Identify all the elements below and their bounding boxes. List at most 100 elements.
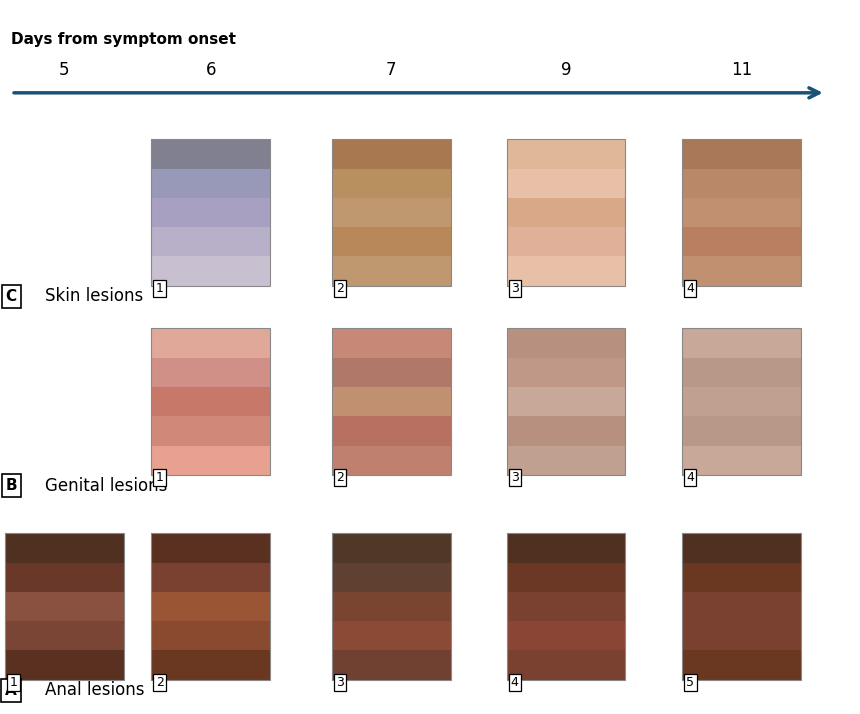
Bar [682,139,801,169]
Bar [682,416,801,446]
Bar [151,256,270,286]
Bar [151,650,270,680]
Bar [151,416,270,446]
Bar [507,387,625,416]
Bar [682,198,801,227]
Bar [332,621,451,650]
Bar [507,533,625,680]
Bar [151,563,270,592]
Bar [682,227,801,256]
Text: Days from symptom onset: Days from symptom onset [11,32,237,47]
Text: Anal lesions: Anal lesions [45,681,144,700]
Bar [332,592,451,621]
Text: 11: 11 [731,61,752,79]
Bar [151,169,270,198]
Bar [5,650,124,680]
Bar [151,328,270,475]
Bar [332,139,451,169]
Bar [332,533,451,680]
Bar [151,358,270,387]
Bar [507,139,625,286]
Text: 1: 1 [9,676,17,689]
Bar [682,387,801,416]
Bar [507,256,625,286]
Bar [507,227,625,256]
Bar [151,198,270,227]
Text: 4: 4 [686,471,694,484]
Text: C: C [6,288,16,304]
Bar [507,650,625,680]
Bar [151,139,270,169]
Text: Skin lesions: Skin lesions [45,287,143,306]
Bar [682,650,801,680]
Bar [332,387,451,416]
Bar [682,256,801,286]
Bar [507,446,625,475]
Text: 4: 4 [686,282,694,295]
Bar [507,169,625,198]
Bar [507,563,625,592]
Text: 3: 3 [511,282,519,295]
Text: 2: 2 [156,676,163,689]
Bar [151,533,270,680]
Bar [332,328,451,358]
Text: 6: 6 [206,61,216,79]
Bar [682,533,801,680]
Bar [507,592,625,621]
Text: 3: 3 [336,676,344,689]
Bar [507,328,625,358]
Bar [5,563,124,592]
Bar [151,328,270,358]
Text: 4: 4 [511,676,519,689]
Bar [5,621,124,650]
Bar [507,198,625,227]
Bar [5,533,124,563]
Bar [332,650,451,680]
Bar [151,139,270,286]
Text: A: A [5,683,17,698]
Bar [332,358,451,387]
Bar [332,198,451,227]
Bar [332,227,451,256]
Text: 5: 5 [686,676,694,689]
Bar [151,533,270,563]
Text: 9: 9 [561,61,571,79]
Bar [332,139,451,286]
Bar [682,169,801,198]
Bar [507,416,625,446]
Bar [682,533,801,563]
Bar [5,592,124,621]
Bar [151,592,270,621]
Text: 1: 1 [156,471,163,484]
Text: 1: 1 [156,282,163,295]
Bar [151,387,270,416]
Text: 5: 5 [59,61,70,79]
Text: Genital lesions: Genital lesions [45,476,167,495]
Text: 2: 2 [336,471,344,484]
Bar [507,533,625,563]
Bar [682,621,801,650]
Bar [332,328,451,475]
Bar [151,621,270,650]
Bar [682,592,801,621]
Bar [507,139,625,169]
Bar [682,139,801,286]
Bar [332,533,451,563]
Bar [507,621,625,650]
Bar [682,328,801,475]
Bar [332,169,451,198]
Bar [332,416,451,446]
Bar [682,563,801,592]
Bar [682,328,801,358]
Bar [507,328,625,475]
Text: 3: 3 [511,471,519,484]
Bar [332,256,451,286]
Bar [151,227,270,256]
Bar [682,446,801,475]
Bar [682,358,801,387]
Bar [5,533,124,680]
Text: B: B [5,478,17,493]
Bar [332,563,451,592]
Bar [151,446,270,475]
Text: 7: 7 [386,61,396,79]
